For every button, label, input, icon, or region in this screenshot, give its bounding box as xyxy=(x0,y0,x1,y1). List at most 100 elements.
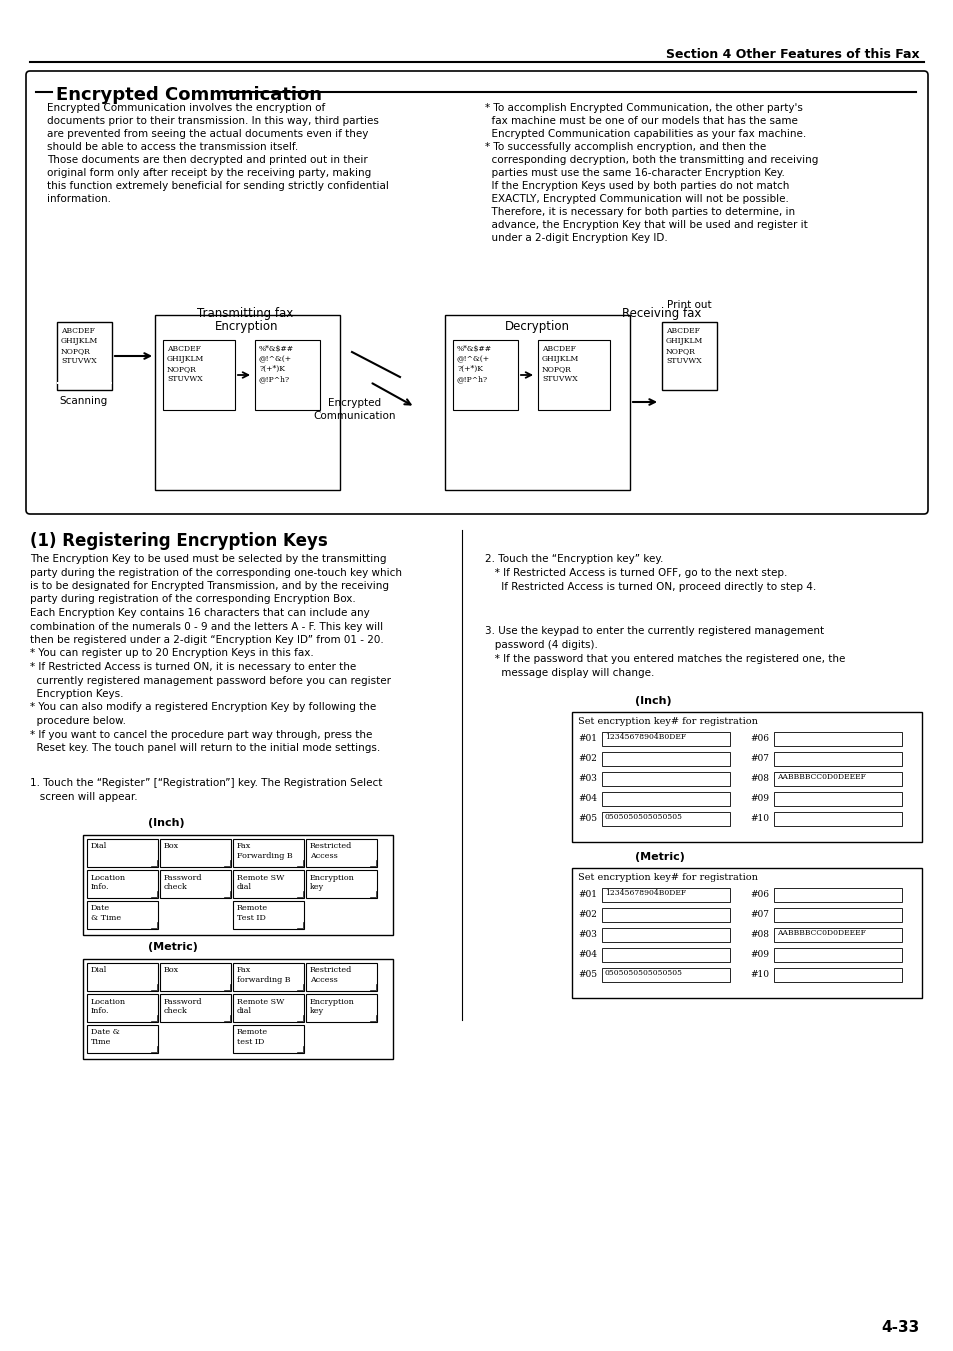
Text: ABCDEF
GHIJKLM
NOPQR
STUVWX: ABCDEF GHIJKLM NOPQR STUVWX xyxy=(61,327,98,365)
Text: Set encryption key# for registration: Set encryption key# for registration xyxy=(578,873,757,882)
Bar xyxy=(233,1024,304,1052)
Bar xyxy=(572,867,921,998)
Text: #08: #08 xyxy=(749,929,768,939)
Bar xyxy=(87,1024,158,1052)
Text: Remote
test ID: Remote test ID xyxy=(236,1028,268,1046)
Bar xyxy=(601,948,729,962)
Text: Print out: Print out xyxy=(666,300,711,309)
Bar xyxy=(601,812,729,825)
Bar xyxy=(773,948,901,962)
Bar xyxy=(57,322,112,390)
Bar xyxy=(233,839,304,866)
Text: * If the password that you entered matches the registered one, the: * If the password that you entered match… xyxy=(484,654,844,663)
Text: Location
Info.: Location Info. xyxy=(91,997,126,1016)
Bar xyxy=(233,962,304,990)
Text: Restricted
Access: Restricted Access xyxy=(310,843,352,861)
Text: Decryption: Decryption xyxy=(504,320,569,332)
Text: #03: #03 xyxy=(578,929,597,939)
Bar xyxy=(306,962,376,990)
Text: Date
& Time: Date & Time xyxy=(91,905,121,923)
Text: documents prior to their transmission. In this way, third parties: documents prior to their transmission. I… xyxy=(47,116,378,126)
Text: Password
check: Password check xyxy=(164,997,202,1016)
Text: Encrypted Communication involves the encryption of: Encrypted Communication involves the enc… xyxy=(47,103,325,113)
Text: #07: #07 xyxy=(749,754,768,763)
Text: #02: #02 xyxy=(578,911,597,919)
Text: (Inch): (Inch) xyxy=(148,819,185,828)
Text: #07: #07 xyxy=(749,911,768,919)
Text: 0505050505050505: 0505050505050505 xyxy=(604,813,682,821)
Bar xyxy=(87,962,158,990)
Text: Each Encryption Key contains 16 characters that can include any: Each Encryption Key contains 16 characte… xyxy=(30,608,370,617)
Text: %*&$##
@!^&(+
?(+*)K
@!P^h?: %*&$## @!^&(+ ?(+*)K @!P^h? xyxy=(456,345,492,384)
Text: 12345678904B0DEF: 12345678904B0DEF xyxy=(604,889,685,897)
Text: * To successfully accomplish encryption, and then the: * To successfully accomplish encryption,… xyxy=(484,142,765,153)
Text: ABCDEF
GHIJKLM
NOPQR
STUVWX: ABCDEF GHIJKLM NOPQR STUVWX xyxy=(665,327,702,365)
Text: Password
check: Password check xyxy=(164,874,202,892)
Text: Location
Info.: Location Info. xyxy=(91,874,126,892)
Text: * You can register up to 20 Encryption Keys in this fax.: * You can register up to 20 Encryption K… xyxy=(30,648,314,658)
Text: information.: information. xyxy=(47,195,111,204)
Bar xyxy=(773,771,901,786)
Text: (Metric): (Metric) xyxy=(148,943,197,952)
Text: Date &
Time: Date & Time xyxy=(91,1028,120,1046)
Bar xyxy=(57,382,112,384)
Bar xyxy=(572,712,921,842)
Text: 12345678904B0DEF: 12345678904B0DEF xyxy=(604,734,685,740)
Text: Scanning: Scanning xyxy=(60,396,108,407)
Text: is to be designated for Encrypted Transmission, and by the receiving: is to be designated for Encrypted Transm… xyxy=(30,581,389,590)
Text: * If Restricted Access is turned ON, it is necessary to enter the: * If Restricted Access is turned ON, it … xyxy=(30,662,355,671)
Text: * If Restricted Access is turned OFF, go to the next step.: * If Restricted Access is turned OFF, go… xyxy=(484,567,786,578)
Text: %*&$##
@!^&(+
?(+*)K
@!P^h?: %*&$## @!^&(+ ?(+*)K @!P^h? xyxy=(258,345,294,384)
Bar xyxy=(773,888,901,902)
Text: Encrypted
Communication: Encrypted Communication xyxy=(314,399,395,422)
Text: Reset key. The touch panel will return to the initial mode settings.: Reset key. The touch panel will return t… xyxy=(30,743,380,753)
Text: party during the registration of the corresponding one-touch key which: party during the registration of the cor… xyxy=(30,567,401,577)
Bar xyxy=(233,870,304,897)
Text: then be registered under a 2-digit “Encryption Key ID” from 01 - 20.: then be registered under a 2-digit “Encr… xyxy=(30,635,383,644)
Text: AABBBBCC0D0DEEEF: AABBBBCC0D0DEEEF xyxy=(776,773,865,781)
Text: #09: #09 xyxy=(749,794,768,802)
Text: combination of the numerals 0 - 9 and the letters A - F. This key will: combination of the numerals 0 - 9 and th… xyxy=(30,621,383,631)
Text: #10: #10 xyxy=(749,970,768,979)
Text: currently registered management password before you can register: currently registered management password… xyxy=(30,676,391,685)
Bar xyxy=(601,771,729,786)
Text: #04: #04 xyxy=(578,950,597,959)
Text: If Restricted Access is turned ON, proceed directly to step 4.: If Restricted Access is turned ON, proce… xyxy=(484,582,816,592)
Text: #09: #09 xyxy=(749,950,768,959)
Bar xyxy=(773,792,901,807)
Text: fax machine must be one of our models that has the same: fax machine must be one of our models th… xyxy=(484,116,797,126)
Bar xyxy=(87,870,158,897)
Text: 1. Touch the “Register” [“Registration”] key. The Registration Select: 1. Touch the “Register” [“Registration”]… xyxy=(30,778,382,789)
Bar xyxy=(601,732,729,746)
Text: this function extremely beneficial for sending strictly confidential: this function extremely beneficial for s… xyxy=(47,181,389,190)
Text: 4-33: 4-33 xyxy=(881,1320,919,1335)
Bar xyxy=(601,888,729,902)
Text: (Inch): (Inch) xyxy=(635,696,671,707)
Bar xyxy=(87,839,158,866)
Bar xyxy=(773,812,901,825)
Bar xyxy=(601,969,729,982)
Text: 2. Touch the “Encryption key” key.: 2. Touch the “Encryption key” key. xyxy=(484,554,662,563)
Bar xyxy=(773,928,901,942)
Bar xyxy=(160,993,231,1021)
Text: * You can also modify a registered Encryption Key by following the: * You can also modify a registered Encry… xyxy=(30,703,375,712)
Text: #05: #05 xyxy=(578,815,597,823)
Text: screen will appear.: screen will appear. xyxy=(30,793,137,802)
Bar xyxy=(453,340,517,409)
Text: are prevented from seeing the actual documents even if they: are prevented from seeing the actual doc… xyxy=(47,128,368,139)
Text: #06: #06 xyxy=(749,734,768,743)
Bar xyxy=(601,792,729,807)
Bar xyxy=(444,315,629,490)
Text: Box: Box xyxy=(164,843,179,851)
Text: parties must use the same 16-character Encryption Key.: parties must use the same 16-character E… xyxy=(484,168,784,178)
Bar xyxy=(160,839,231,866)
Text: Encryption
key: Encryption key xyxy=(310,997,355,1016)
Text: (Metric): (Metric) xyxy=(635,852,684,862)
Text: 0505050505050505: 0505050505050505 xyxy=(604,969,682,977)
Bar xyxy=(773,753,901,766)
Text: party during registration of the corresponding Encryption Box.: party during registration of the corresp… xyxy=(30,594,355,604)
Text: #02: #02 xyxy=(578,754,597,763)
Text: Those documents are then decrypted and printed out in their: Those documents are then decrypted and p… xyxy=(47,155,367,165)
Bar xyxy=(773,908,901,921)
Bar xyxy=(87,993,158,1021)
